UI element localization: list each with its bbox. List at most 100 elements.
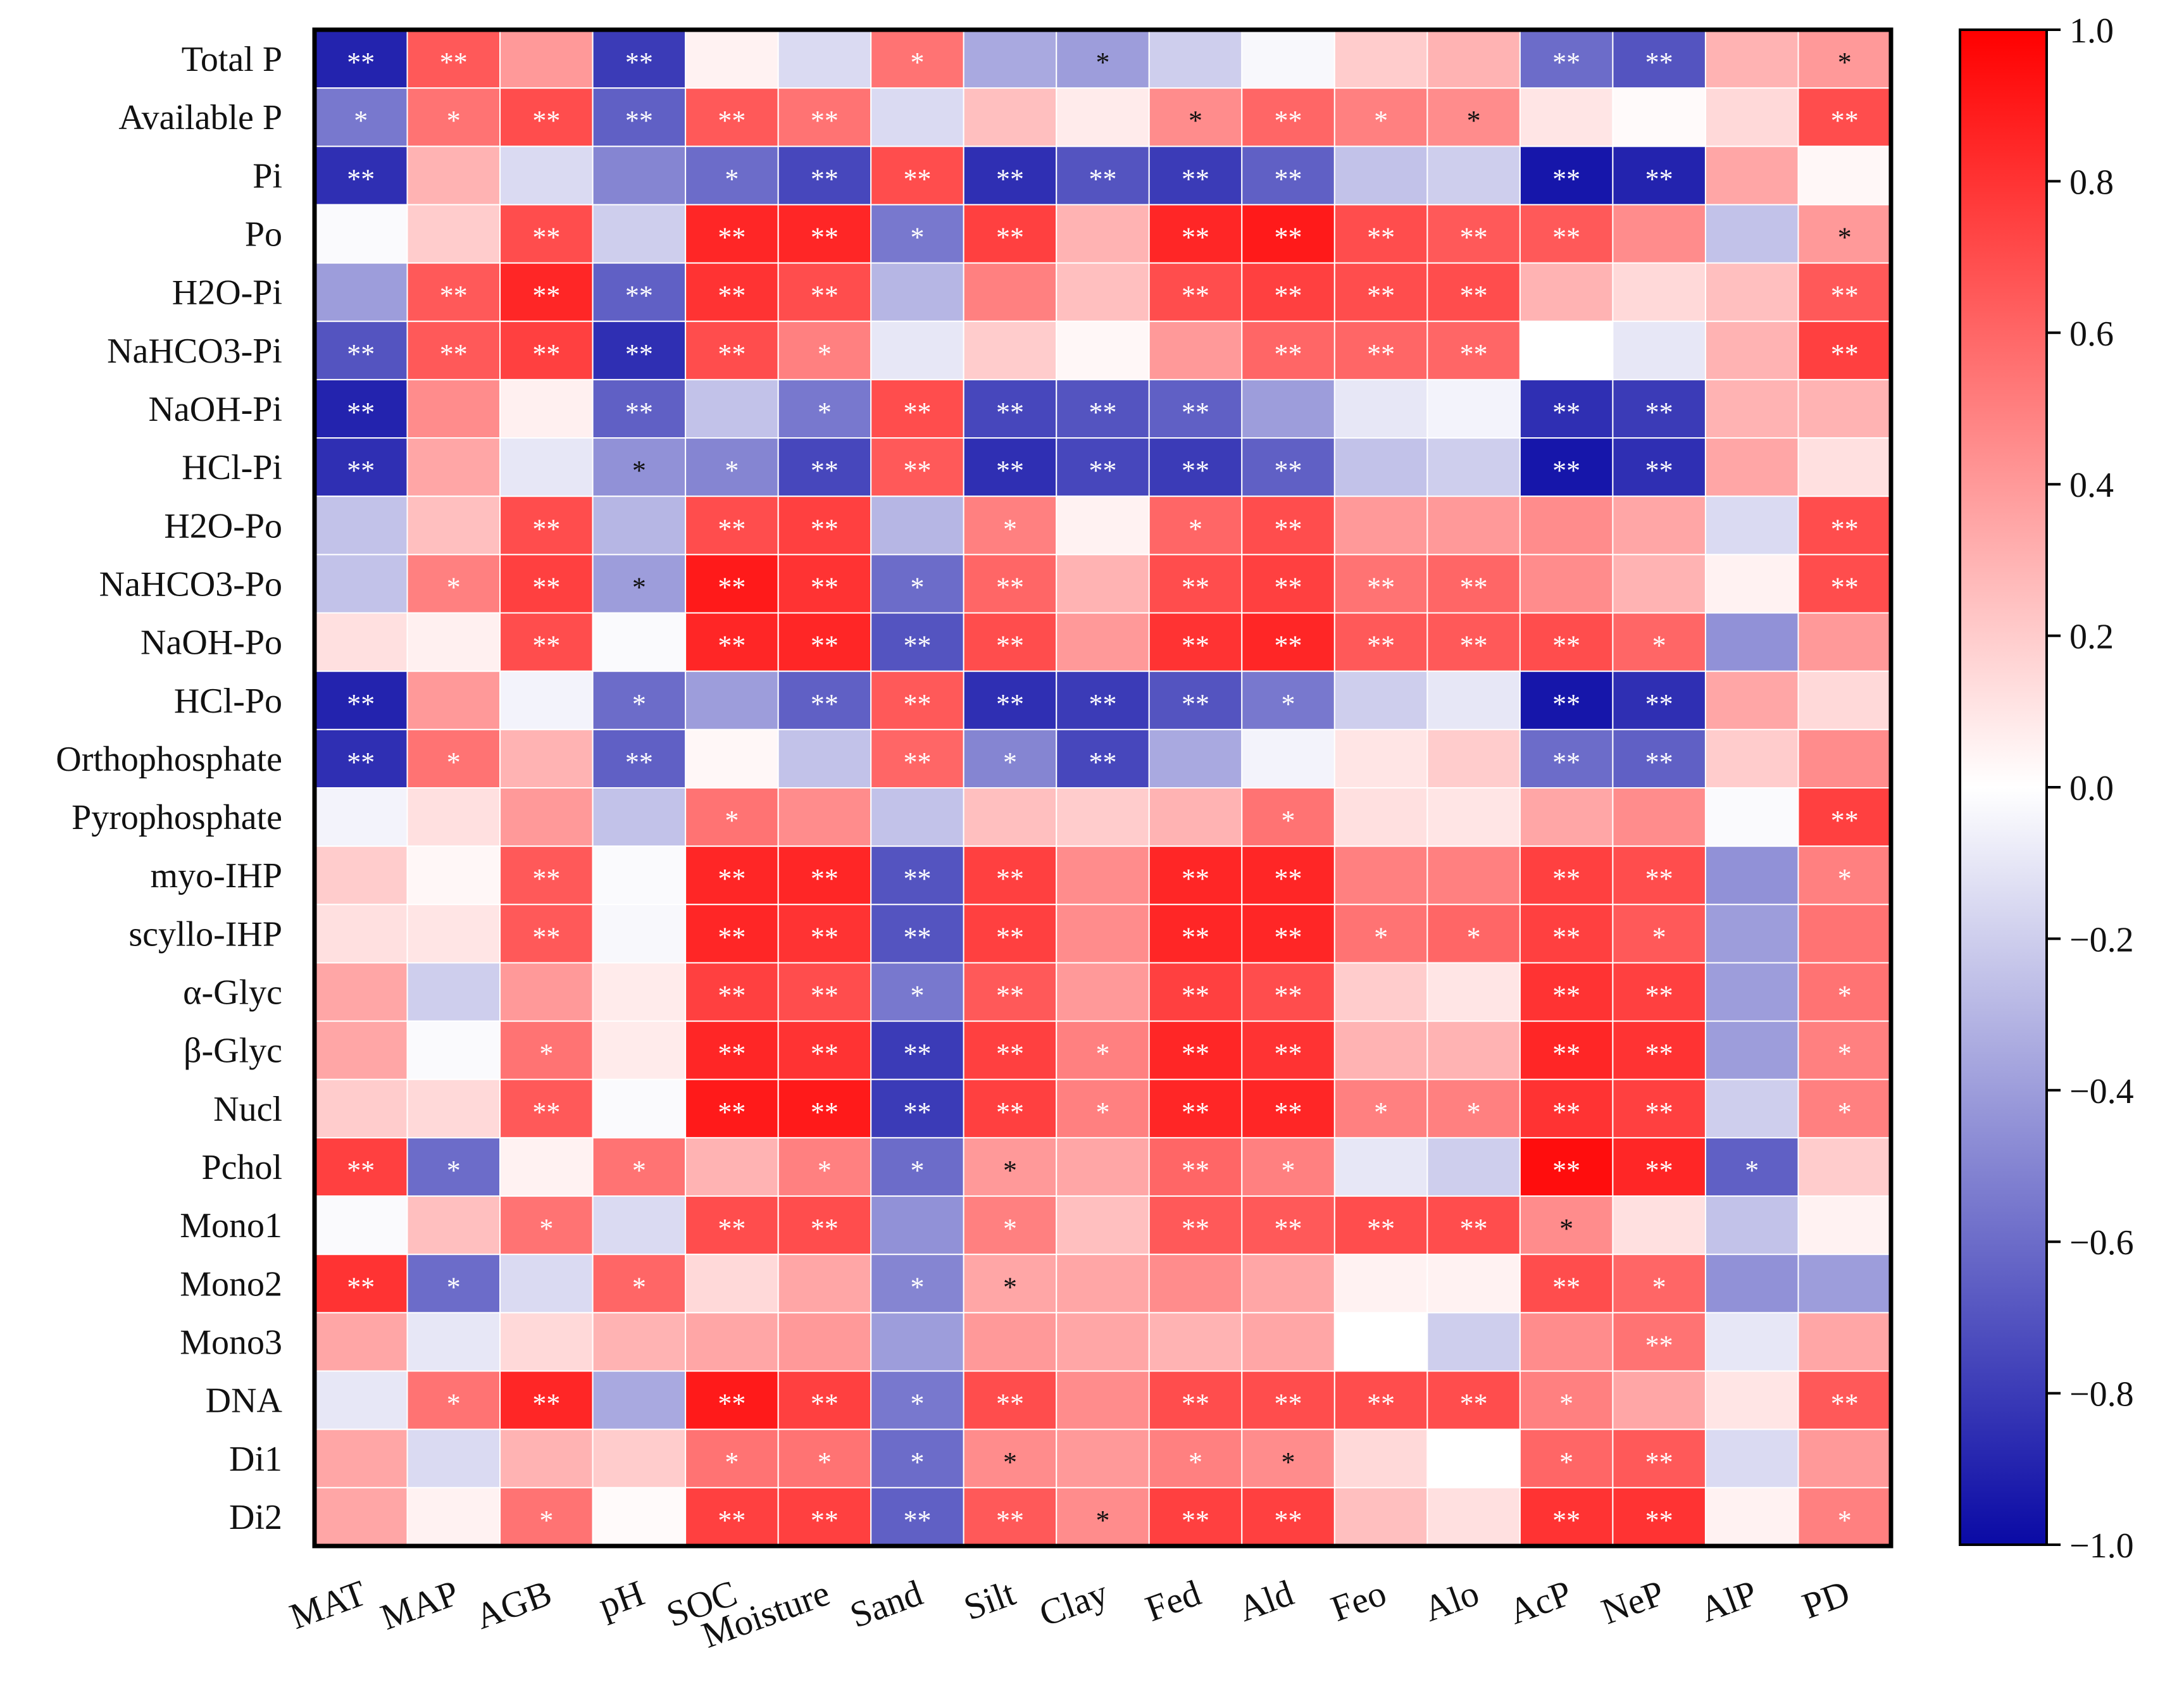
significance-mark: ** bbox=[1275, 280, 1302, 311]
heatmap-cell bbox=[1056, 1312, 1150, 1372]
heatmap-cell bbox=[963, 1428, 1058, 1488]
heatmap-cell bbox=[406, 146, 501, 206]
heatmap-cell bbox=[1241, 146, 1335, 206]
heatmap-cell bbox=[685, 904, 779, 964]
heatmap-cell bbox=[777, 320, 872, 380]
significance-mark: ** bbox=[1275, 1097, 1302, 1128]
heatmap-cell bbox=[1333, 29, 1428, 89]
significance-mark: ** bbox=[1552, 1038, 1580, 1069]
row-label: Nucl bbox=[213, 1090, 282, 1129]
significance-mark: ** bbox=[1552, 1271, 1580, 1302]
heatmap-cell bbox=[1519, 262, 1614, 322]
column-label: pH bbox=[593, 1572, 649, 1626]
heatmap-cell bbox=[1148, 962, 1243, 1022]
heatmap-cell bbox=[1333, 962, 1428, 1022]
significance-mark: * bbox=[818, 339, 832, 370]
significance-mark: * bbox=[910, 980, 924, 1011]
significance-mark: ** bbox=[1460, 1213, 1488, 1244]
significance-mark: ** bbox=[903, 397, 931, 428]
significance-mark: * bbox=[1838, 1505, 1852, 1536]
heatmap-cell bbox=[314, 1195, 408, 1256]
significance-mark: ** bbox=[532, 513, 560, 544]
heatmap-cell bbox=[592, 1370, 687, 1430]
heatmap-cell bbox=[1056, 204, 1150, 264]
row-label: Mono2 bbox=[180, 1264, 282, 1304]
significance-mark: ** bbox=[1552, 1097, 1580, 1128]
heatmap-cell bbox=[963, 262, 1058, 322]
significance-mark: ** bbox=[1645, 1155, 1673, 1186]
heatmap-cell bbox=[1333, 262, 1428, 322]
colorbar-tick-label: 0.6 bbox=[2069, 315, 2114, 354]
column-label: PD bbox=[1797, 1572, 1855, 1626]
heatmap-cell bbox=[1797, 728, 1892, 789]
heatmap-cell bbox=[777, 728, 872, 789]
heatmap-cell bbox=[1612, 378, 1706, 439]
heatmap-cell bbox=[1704, 437, 1799, 497]
significance-mark: ** bbox=[903, 689, 931, 720]
heatmap-cell bbox=[1426, 612, 1521, 672]
heatmap-cell bbox=[1426, 1487, 1521, 1547]
row-label: Di1 bbox=[229, 1440, 282, 1479]
significance-mark: ** bbox=[903, 455, 931, 486]
heatmap-cell bbox=[777, 496, 872, 556]
heatmap-cell bbox=[1333, 1487, 1428, 1547]
significance-mark: ** bbox=[1182, 689, 1209, 720]
heatmap-cell bbox=[1056, 670, 1150, 730]
significance-mark: ** bbox=[347, 1271, 375, 1302]
heatmap-cell bbox=[592, 1487, 687, 1547]
heatmap-cell bbox=[870, 1078, 964, 1138]
significance-mark: ** bbox=[718, 571, 746, 602]
significance-mark: ** bbox=[347, 47, 375, 78]
heatmap-cell bbox=[870, 320, 964, 380]
heatmap-cell bbox=[1519, 29, 1614, 89]
heatmap-cell bbox=[1333, 1020, 1428, 1080]
significance-mark: ** bbox=[1645, 1447, 1673, 1478]
significance-mark: ** bbox=[625, 105, 653, 136]
significance-mark: ** bbox=[718, 105, 746, 136]
heatmap-cell bbox=[1056, 962, 1150, 1022]
significance-mark: ** bbox=[1831, 1388, 1859, 1419]
column-label: Sand bbox=[845, 1572, 928, 1636]
significance-mark: * bbox=[910, 47, 924, 78]
significance-mark: ** bbox=[1367, 630, 1395, 661]
heatmap-cell bbox=[1704, 728, 1799, 789]
significance-mark: * bbox=[1838, 47, 1852, 78]
heatmap-cell bbox=[499, 1020, 594, 1080]
significance-mark: ** bbox=[1275, 222, 1302, 253]
significance-mark: ** bbox=[1182, 571, 1209, 602]
heatmap-cell bbox=[777, 1487, 872, 1547]
heatmap-cell bbox=[870, 1487, 964, 1547]
heatmap-cell bbox=[592, 904, 687, 964]
colorbar-tick-label: −0.8 bbox=[2069, 1375, 2134, 1414]
heatmap-cell bbox=[1519, 1428, 1614, 1488]
heatmap-cell bbox=[963, 1078, 1058, 1138]
heatmap-cell bbox=[1056, 554, 1150, 614]
heatmap-cell bbox=[1612, 670, 1706, 730]
significance-mark: ** bbox=[718, 1213, 746, 1244]
significance-mark: * bbox=[1003, 1447, 1017, 1478]
significance-mark: * bbox=[1003, 1271, 1017, 1302]
heatmap-cell bbox=[1797, 1428, 1892, 1488]
heatmap-cell bbox=[963, 437, 1058, 497]
heatmap-cell bbox=[1704, 554, 1799, 614]
heatmap-cell bbox=[1704, 612, 1799, 672]
heatmap-cell bbox=[1797, 612, 1892, 672]
significance-mark: * bbox=[1096, 1505, 1110, 1536]
heatmap-cell bbox=[1519, 554, 1614, 614]
significance-mark: * bbox=[910, 1271, 924, 1302]
significance-mark: ** bbox=[1460, 630, 1488, 661]
significance-mark: * bbox=[818, 397, 832, 428]
heatmap-cell bbox=[1056, 1020, 1150, 1080]
significance-mark: ** bbox=[718, 980, 746, 1011]
heatmap-cell bbox=[1519, 1254, 1614, 1314]
significance-mark: * bbox=[1838, 980, 1852, 1011]
heatmap-cell bbox=[963, 1020, 1058, 1080]
significance-mark: ** bbox=[532, 339, 560, 370]
heatmap-cell bbox=[1333, 904, 1428, 964]
heatmap-cell bbox=[1333, 728, 1428, 789]
heatmap-cell bbox=[314, 320, 408, 380]
significance-mark: ** bbox=[1182, 163, 1209, 194]
heatmap-cell bbox=[1797, 437, 1892, 497]
significance-mark: * bbox=[1003, 513, 1017, 544]
significance-mark: * bbox=[1374, 921, 1388, 952]
